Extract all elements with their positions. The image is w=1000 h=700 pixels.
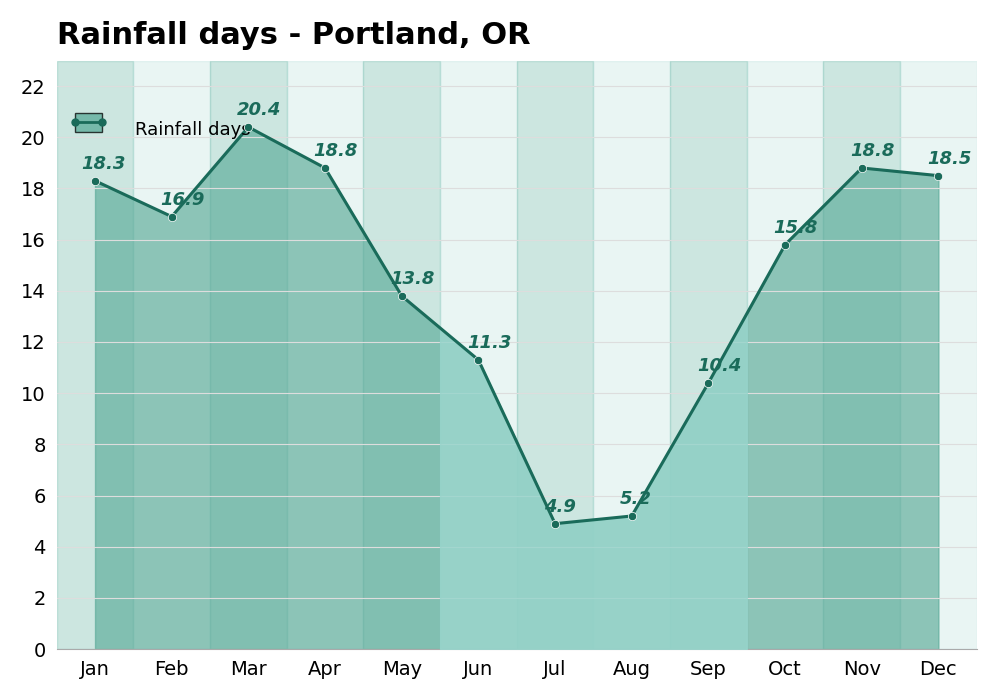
Text: 15.8: 15.8 — [774, 219, 818, 237]
Text: 20.4: 20.4 — [237, 102, 281, 120]
Text: 13.8: 13.8 — [390, 270, 435, 288]
Bar — [57, 60, 133, 649]
Text: 18.3: 18.3 — [81, 155, 126, 173]
Bar — [747, 60, 823, 649]
Text: 18.8: 18.8 — [850, 142, 895, 160]
Bar — [210, 60, 287, 649]
Bar — [517, 60, 593, 649]
Bar — [133, 60, 210, 649]
Text: Rainfall days - Portland, OR: Rainfall days - Portland, OR — [57, 21, 530, 50]
Bar — [900, 60, 977, 649]
Bar — [593, 60, 670, 649]
Text: 5.2: 5.2 — [620, 490, 652, 508]
Bar — [823, 60, 900, 649]
Bar — [440, 60, 517, 649]
Text: 16.9: 16.9 — [160, 191, 205, 209]
Legend: Rainfall days: Rainfall days — [75, 120, 250, 139]
Bar — [670, 60, 747, 649]
Text: 4.9: 4.9 — [544, 498, 575, 516]
Text: 11.3: 11.3 — [467, 334, 511, 352]
Bar — [363, 60, 440, 649]
Text: 18.8: 18.8 — [314, 142, 358, 160]
Text: 18.5: 18.5 — [927, 150, 971, 168]
Text: 10.4: 10.4 — [697, 357, 741, 375]
Bar — [287, 60, 363, 649]
